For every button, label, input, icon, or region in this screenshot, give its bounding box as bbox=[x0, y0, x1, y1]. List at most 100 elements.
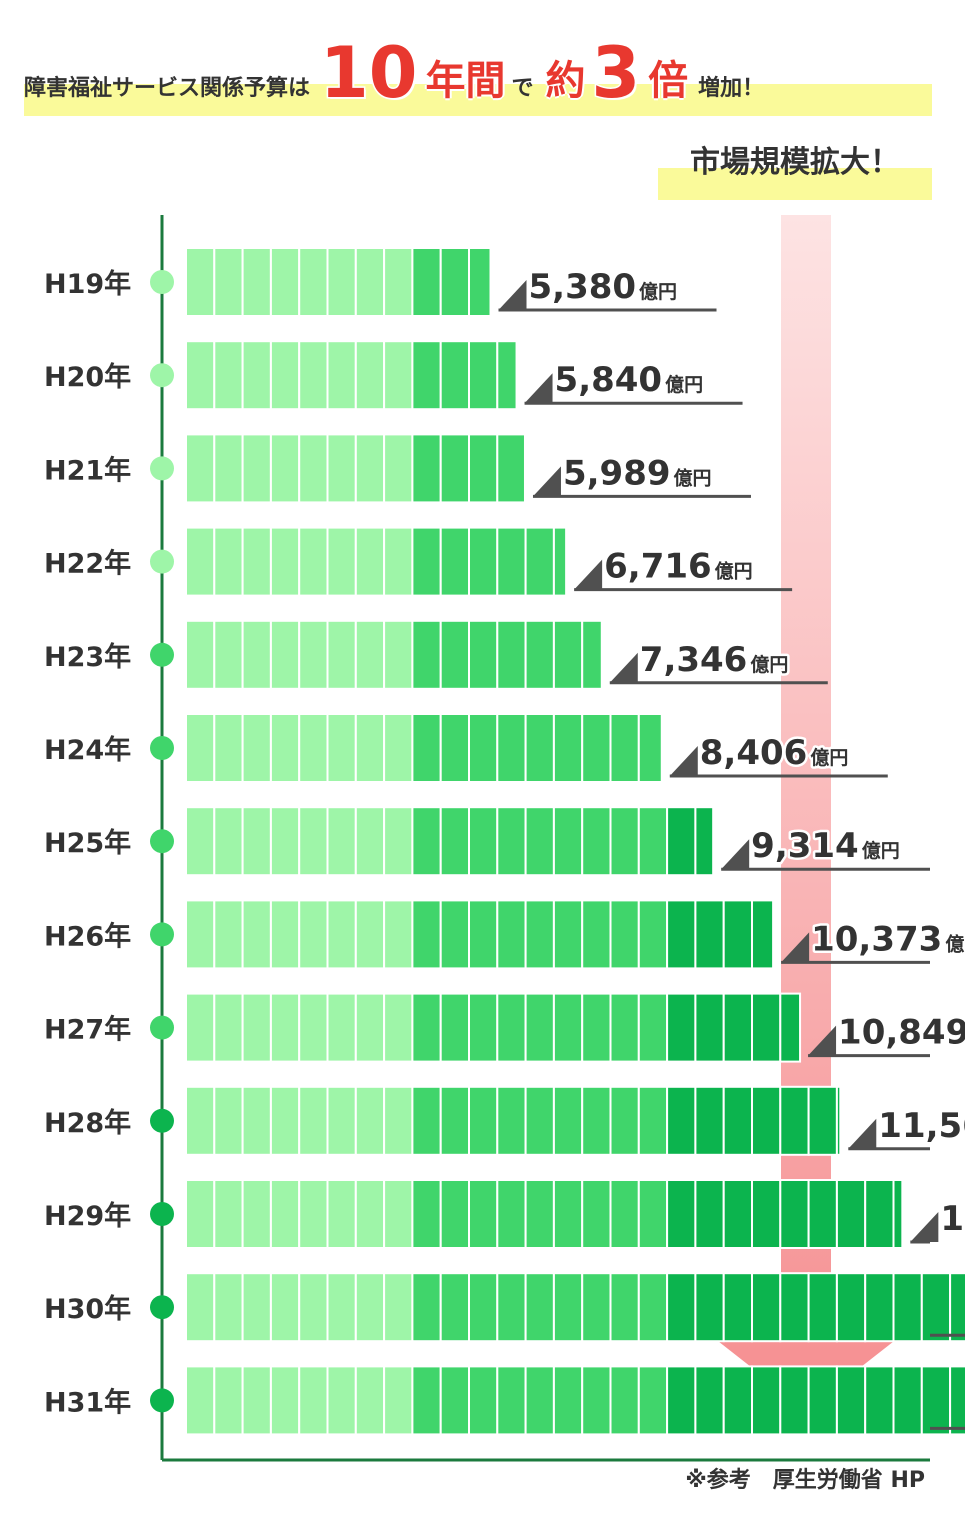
bar-segment bbox=[326, 1365, 357, 1436]
bar-segment bbox=[326, 1085, 357, 1156]
bar-segment bbox=[383, 619, 414, 690]
bar-segment bbox=[326, 340, 357, 411]
bar-segment bbox=[298, 340, 329, 411]
bar-segment bbox=[298, 992, 329, 1063]
bar-segment bbox=[468, 619, 499, 690]
callout-pointer bbox=[498, 280, 527, 310]
bar-segment bbox=[354, 713, 386, 783]
bar-segment bbox=[354, 1365, 386, 1436]
bar-segment bbox=[496, 1179, 527, 1249]
bar-segment bbox=[269, 713, 301, 783]
bar-segment bbox=[241, 619, 272, 690]
bar-segment bbox=[298, 1085, 329, 1156]
bar-segment bbox=[185, 1365, 216, 1436]
bar-segment bbox=[439, 1179, 471, 1249]
bar-segment bbox=[694, 1179, 725, 1249]
bar-segment bbox=[439, 619, 471, 690]
bar-segment bbox=[637, 1272, 669, 1343]
bar-segment bbox=[411, 526, 442, 597]
bar-segment bbox=[581, 1365, 612, 1436]
bar-segment bbox=[468, 992, 499, 1063]
bar-segment bbox=[581, 619, 603, 690]
bar-segment bbox=[439, 526, 471, 597]
bar-segment bbox=[666, 1272, 697, 1343]
callout-pointer bbox=[781, 932, 810, 963]
axis-dot bbox=[150, 736, 174, 760]
bar-segment bbox=[637, 1365, 669, 1436]
callout-pointer bbox=[721, 839, 750, 870]
bar-segment bbox=[524, 1179, 555, 1249]
bar-segment bbox=[552, 992, 584, 1063]
bar-segment bbox=[354, 899, 386, 970]
bar-segment bbox=[326, 247, 357, 317]
bar-segment bbox=[637, 1179, 669, 1249]
bar-segment bbox=[835, 1085, 842, 1156]
bar-segment bbox=[411, 806, 442, 877]
bar-segment bbox=[581, 806, 612, 877]
bar-segment bbox=[496, 899, 527, 970]
bar-segment bbox=[637, 713, 663, 783]
bar-segment bbox=[609, 1272, 640, 1343]
bar-segment bbox=[241, 1365, 272, 1436]
bar-segment bbox=[496, 992, 527, 1063]
axis-dot bbox=[150, 456, 174, 481]
bar-segment bbox=[581, 1179, 612, 1249]
bar-segment bbox=[864, 1365, 895, 1436]
axis-dot bbox=[150, 363, 174, 388]
bar-segment bbox=[383, 992, 414, 1063]
bar-segment bbox=[213, 806, 244, 877]
bar-segment bbox=[241, 433, 272, 504]
bar-segment bbox=[949, 1365, 965, 1436]
bar-segment bbox=[524, 1272, 555, 1343]
callout-pointer bbox=[609, 652, 638, 683]
bar-segment bbox=[694, 899, 725, 970]
callout-pointer bbox=[574, 559, 603, 590]
headline-approx: 約 bbox=[545, 58, 586, 104]
bar-segment bbox=[751, 1085, 782, 1156]
bar-segment bbox=[298, 806, 329, 877]
bar-segment bbox=[326, 1179, 357, 1249]
bar-segment bbox=[694, 1085, 725, 1156]
bar-segment bbox=[185, 806, 216, 877]
bar-segment bbox=[835, 1365, 867, 1436]
bar-segment bbox=[779, 1365, 810, 1436]
axis-dot bbox=[150, 1295, 174, 1320]
bar-segment bbox=[411, 713, 442, 783]
bar-segment bbox=[213, 1179, 244, 1249]
bar-segment bbox=[694, 1365, 725, 1436]
bar-segment bbox=[864, 1179, 895, 1249]
bar-segment bbox=[269, 1085, 301, 1156]
bar-segment bbox=[269, 619, 301, 690]
bar-segment bbox=[949, 1272, 965, 1343]
bar-segment bbox=[326, 433, 357, 504]
bar-segment bbox=[269, 1272, 301, 1343]
bar-segment bbox=[354, 526, 386, 597]
bar-segment bbox=[666, 806, 697, 877]
bar-segment bbox=[694, 806, 715, 877]
bar-segment bbox=[213, 619, 244, 690]
bar-segment bbox=[496, 1365, 527, 1436]
bar-segment bbox=[383, 1179, 414, 1249]
bar-segment bbox=[779, 1179, 810, 1249]
bar-segment bbox=[496, 1272, 527, 1343]
callout-pointer bbox=[808, 1025, 837, 1056]
bar-segment bbox=[298, 526, 329, 597]
headline-times: 倍 bbox=[648, 58, 689, 104]
bar-segment bbox=[524, 713, 555, 783]
year-label: H19年 bbox=[44, 268, 131, 300]
bar-segment bbox=[185, 1272, 216, 1343]
bar-segment bbox=[185, 992, 216, 1063]
year-label: H25年 bbox=[44, 827, 131, 859]
bar-segment bbox=[298, 1365, 329, 1436]
bar-segment bbox=[666, 1085, 697, 1156]
bar-segment bbox=[411, 1085, 442, 1156]
axis-dot bbox=[150, 1108, 174, 1133]
bar-segment bbox=[779, 1272, 810, 1343]
axis-dot bbox=[150, 1202, 174, 1226]
bar-segment bbox=[581, 713, 612, 783]
subhead-highlight bbox=[658, 168, 932, 200]
bar-segment bbox=[411, 1365, 442, 1436]
callout-pointer bbox=[532, 466, 561, 497]
headline: 障害福祉サービス関係予算は 10 年間 で 約 3 倍 増加！ bbox=[24, 20, 932, 116]
